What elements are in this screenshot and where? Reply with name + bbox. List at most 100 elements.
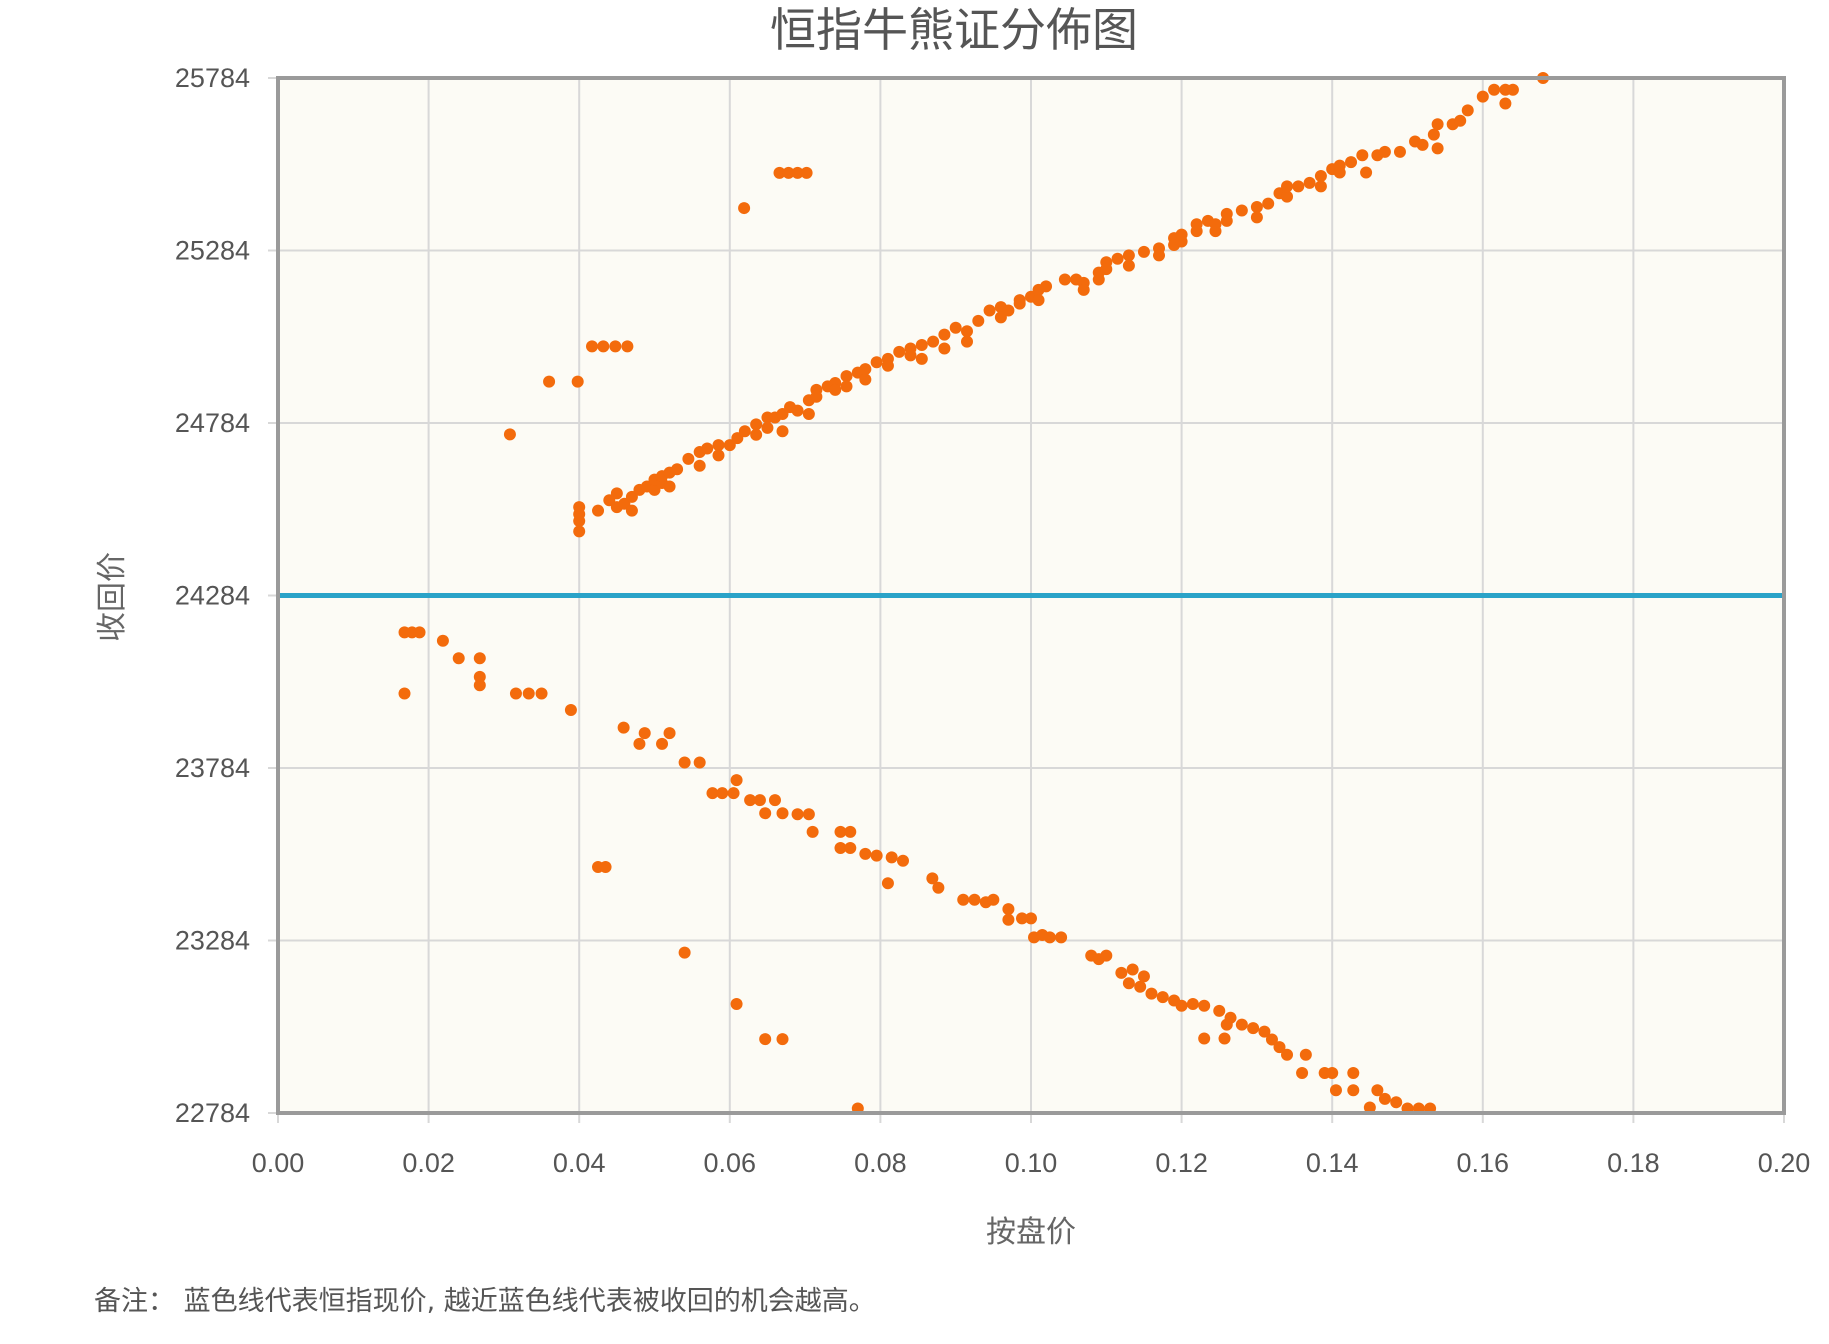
data-point	[896, 854, 909, 867]
data-point	[678, 756, 691, 769]
data-point	[1347, 1084, 1360, 1097]
data-point	[791, 166, 804, 179]
data-point	[1427, 128, 1440, 141]
data-point	[1002, 903, 1015, 916]
data-point	[1220, 214, 1233, 227]
data-point	[503, 428, 516, 441]
data-point	[1032, 294, 1045, 307]
data-point	[1002, 913, 1015, 926]
data-point	[810, 390, 823, 403]
data-point	[1378, 1092, 1391, 1105]
data-point	[915, 352, 928, 365]
data-point	[1273, 1041, 1286, 1054]
data-point	[1499, 97, 1512, 110]
data-point	[1134, 980, 1147, 993]
data-point	[761, 421, 774, 434]
data-point	[473, 670, 486, 683]
data-point	[706, 787, 719, 800]
data-point	[1058, 273, 1071, 286]
y-tick-label: 24284	[175, 581, 250, 611]
data-point	[1258, 1025, 1271, 1038]
data-point	[776, 425, 789, 438]
data-point	[1220, 1018, 1233, 1031]
data-point	[904, 349, 917, 362]
data-point	[1218, 1032, 1231, 1045]
data-point	[738, 202, 751, 215]
data-point	[638, 727, 651, 740]
data-point	[1156, 991, 1169, 1004]
data-point	[1506, 83, 1519, 96]
data-point	[1137, 245, 1150, 258]
data-point	[1092, 273, 1105, 286]
data-point	[932, 881, 945, 894]
data-point	[1262, 197, 1275, 210]
data-point	[609, 340, 622, 353]
data-point	[701, 442, 714, 455]
y-tick-label: 22784	[175, 1098, 250, 1128]
data-point	[1145, 987, 1158, 1000]
data-point	[730, 997, 743, 1010]
data-point	[972, 314, 985, 327]
data-point	[949, 321, 962, 334]
data-point	[1247, 1022, 1260, 1035]
data-point	[663, 480, 676, 493]
x-axis-label: 按盘价	[986, 1215, 1076, 1250]
data-point	[791, 808, 804, 821]
data-point	[859, 847, 872, 860]
data-point	[776, 807, 789, 820]
data-point	[1122, 977, 1135, 990]
data-point	[1209, 225, 1222, 238]
data-point	[893, 345, 906, 358]
y-tick-label: 23784	[175, 753, 250, 783]
data-point	[938, 328, 951, 341]
data-point	[768, 794, 781, 807]
data-point	[1461, 104, 1474, 117]
x-tick-label: 0.20	[1758, 1148, 1811, 1178]
data-point	[473, 652, 486, 665]
data-point	[744, 794, 757, 807]
data-point	[573, 501, 586, 514]
data-point	[1360, 166, 1373, 179]
data-point	[859, 373, 872, 386]
data-point	[829, 383, 842, 396]
plot-border	[276, 76, 1786, 1115]
data-point	[881, 877, 894, 890]
y-tick-label: 25784	[175, 63, 250, 93]
data-point	[806, 825, 819, 838]
data-point	[1431, 118, 1444, 131]
data-point	[1314, 180, 1327, 193]
x-tick-label: 0.16	[1457, 1148, 1510, 1178]
data-point	[1250, 201, 1263, 214]
data-point	[592, 504, 605, 517]
data-point	[759, 1033, 772, 1046]
data-point	[617, 721, 630, 734]
data-point	[870, 849, 883, 862]
data-point	[693, 756, 706, 769]
data-point	[398, 687, 411, 700]
data-point	[1175, 228, 1188, 241]
data-point	[1137, 970, 1150, 983]
data-point	[663, 727, 676, 740]
data-point	[885, 851, 898, 864]
x-tick-label: 0.04	[553, 1148, 606, 1178]
data-point	[1043, 931, 1056, 944]
data-point	[452, 652, 465, 665]
data-point	[773, 166, 786, 179]
data-point	[840, 380, 853, 393]
data-point	[522, 687, 535, 700]
data-point	[844, 825, 857, 838]
data-point	[1347, 1066, 1360, 1079]
data-point	[791, 404, 804, 417]
data-point	[1111, 252, 1124, 265]
data-point	[1013, 297, 1026, 310]
data-point	[1100, 949, 1113, 962]
data-point	[1314, 169, 1327, 182]
data-point	[1122, 259, 1135, 272]
data-point	[1186, 997, 1199, 1010]
data-point	[1488, 83, 1501, 96]
x-tick-label: 0.12	[1155, 1148, 1208, 1178]
data-point	[621, 340, 634, 353]
x-tick-label: 0.10	[1005, 1148, 1058, 1178]
data-point	[1175, 999, 1188, 1012]
data-point	[753, 794, 766, 807]
